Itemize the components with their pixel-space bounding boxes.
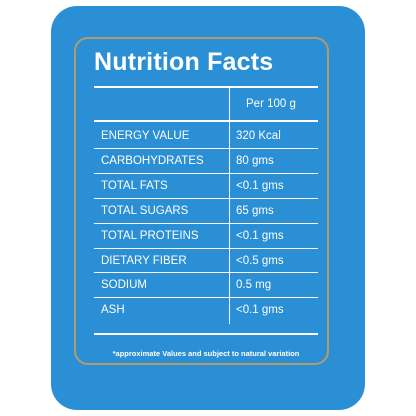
nutrient-value: <0.1 gms bbox=[236, 179, 284, 192]
column-divider bbox=[229, 88, 230, 324]
table-bottom-rule bbox=[94, 333, 318, 335]
nutrient-label: ASH bbox=[101, 304, 125, 317]
panel-frame bbox=[74, 37, 329, 365]
header-rule bbox=[94, 120, 318, 122]
nutrient-value: <0.5 gms bbox=[236, 254, 284, 267]
nutrient-value: 65 gms bbox=[236, 204, 274, 217]
row-divider bbox=[94, 197, 318, 199]
nutrient-value: 80 gms bbox=[236, 154, 274, 167]
nutrient-label: TOTAL PROTEINS bbox=[101, 229, 199, 242]
nutrition-panel bbox=[51, 6, 365, 410]
nutrient-label: CARBOHYDRATES bbox=[101, 154, 204, 167]
row-divider bbox=[94, 297, 318, 299]
row-divider bbox=[94, 247, 318, 249]
nutrient-label: TOTAL FATS bbox=[101, 179, 168, 192]
nutrient-label: TOTAL SUGARS bbox=[101, 204, 189, 217]
row-divider bbox=[94, 272, 318, 274]
panel-title: Nutrition Facts bbox=[94, 48, 274, 76]
nutrient-label: ENERGY VALUE bbox=[101, 130, 190, 142]
row-divider bbox=[94, 222, 318, 224]
nutrient-value: <0.1 gms bbox=[236, 304, 284, 317]
nutrient-label: DIETARY FIBER bbox=[101, 254, 187, 267]
title-rule bbox=[94, 86, 318, 88]
nutrient-value: 0.5 mg bbox=[236, 279, 272, 292]
row-divider bbox=[94, 147, 318, 149]
row-divider bbox=[94, 172, 318, 174]
nutrient-value: <0.1 gms bbox=[236, 229, 284, 242]
footnote: *approximate Values and subject to natur… bbox=[112, 349, 300, 358]
nutrient-value: 320 Kcal bbox=[236, 130, 281, 142]
nutrient-label: SODIUM bbox=[101, 279, 147, 292]
column-header: Per 100 g bbox=[246, 98, 296, 110]
